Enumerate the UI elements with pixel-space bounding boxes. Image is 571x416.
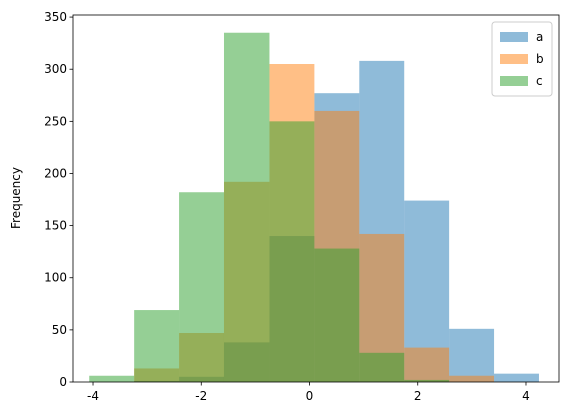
bar [269, 121, 315, 382]
bar [314, 248, 360, 382]
y-tick-label: 150 [44, 219, 67, 233]
bar [223, 32, 270, 383]
y-tick-label: 250 [44, 114, 67, 128]
legend-swatch [500, 54, 528, 64]
plot-frame [72, 14, 560, 383]
bar [494, 373, 539, 382]
legend-label: c [536, 74, 543, 88]
bar [89, 375, 135, 382]
y-tick-label: 50 [52, 323, 67, 337]
y-tick-label: 300 [44, 62, 67, 76]
x-tick-label: 2 [414, 389, 422, 403]
x-tick-label: 4 [522, 389, 530, 403]
x-tick-label: -2 [195, 389, 207, 403]
bar [359, 352, 405, 382]
bar [449, 375, 495, 382]
x-tick-label: 0 [306, 389, 314, 403]
legend-swatch [500, 32, 528, 42]
legend-label: a [536, 30, 543, 44]
bar [179, 192, 224, 382]
legend-swatch [500, 76, 528, 86]
bar [449, 328, 495, 382]
legend-label: b [536, 52, 544, 66]
bar [134, 310, 180, 382]
y-tick-label: 350 [44, 10, 67, 24]
y-tick-label: 200 [44, 166, 67, 180]
bar [404, 379, 450, 382]
y-axis-label: Frequency [9, 167, 23, 229]
bar [404, 347, 450, 382]
x-tick-label: -4 [87, 389, 99, 403]
y-tick-label: 0 [59, 375, 67, 389]
y-tick-label: 100 [44, 271, 67, 285]
